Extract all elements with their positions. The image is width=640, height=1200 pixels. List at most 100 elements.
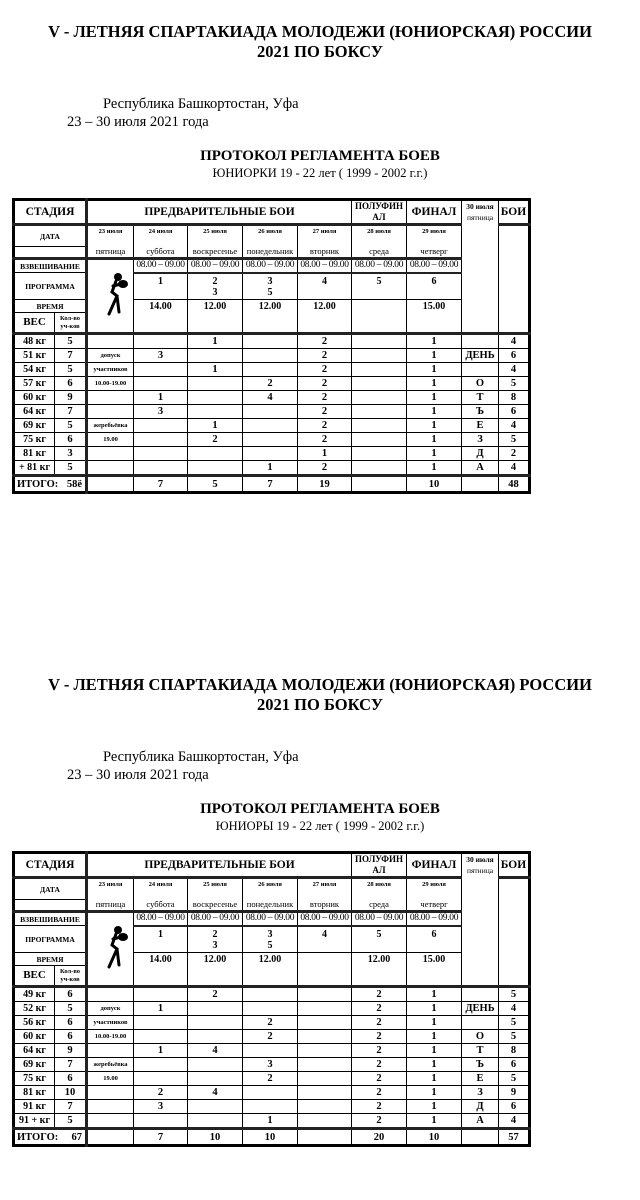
- bout-count: [297, 1113, 352, 1129]
- weigh-in-time: 08.00 – 09.00: [133, 910, 188, 927]
- note: [85, 1043, 134, 1058]
- bout-count: [297, 1057, 352, 1072]
- semifinal-header: ПОЛУФИН АЛ: [351, 199, 407, 226]
- weigh-in-time: 08.00 – 09.00: [406, 910, 462, 927]
- age-group: ЮНИОРКИ 19 - 22 лет ( 1999 - 2002 г.г.): [212, 166, 428, 180]
- bout-count: 4: [187, 1085, 243, 1100]
- event-title: V - ЛЕТНЯЯ СПАРТАКИАДА МОЛОДЕЖИ (ЮНИОРСК…: [0, 22, 640, 62]
- bout-count: [297, 986, 352, 1002]
- table-row: 69 кг 7 жеребьёвка 3 2 1 Ъ 6: [13, 1057, 530, 1072]
- bout-count: [133, 1057, 188, 1072]
- total-bouts: 8: [498, 1043, 530, 1058]
- bout-count: [133, 986, 188, 1002]
- weight-class: 81 кг: [13, 1085, 55, 1100]
- totals-label: ИТОГО:: [17, 478, 59, 490]
- day-date: 24 июля: [148, 881, 173, 888]
- day-cell: 23 июля пятница: [85, 224, 134, 259]
- rest-day-header: 30 июля пятница: [461, 852, 499, 988]
- bout-count: 1: [406, 1043, 462, 1058]
- day-weekday: пятница: [95, 899, 126, 909]
- program-number: 4: [297, 272, 352, 300]
- bout-count: 2: [242, 1015, 298, 1030]
- note: участников: [85, 1015, 134, 1030]
- day-date: 23 июля: [98, 228, 123, 235]
- total-bouts: 5: [498, 1071, 530, 1086]
- day-date: 23 июля: [98, 881, 123, 888]
- bout-count: [187, 1113, 243, 1129]
- bouts-header: БОИ: [498, 199, 530, 226]
- program-label: ПРОГРАММА: [13, 272, 87, 300]
- totals-count: 67: [71, 1131, 83, 1143]
- totals-value: 5: [187, 474, 243, 493]
- bouts-header-blank: [498, 877, 530, 988]
- event-dates: 23 – 30 июля 2021 года: [67, 114, 209, 130]
- bout-count: 1: [406, 1001, 462, 1016]
- bout-count: 2: [187, 986, 243, 1002]
- prelim-header: ПРЕДВАРИТЕЛЬНЫЕ БОИ: [85, 199, 352, 226]
- bout-count: 2: [242, 1029, 298, 1044]
- participant-count: 5: [54, 1113, 87, 1129]
- total-bouts: 4: [498, 1001, 530, 1016]
- note: 19.00: [85, 1071, 134, 1086]
- schedule-table: СТАДИЯ ПРЕДВАРИТЕЛЬНЫЕ БОИ ПОЛУФИН АЛ ФИ…: [12, 198, 531, 494]
- totals-bouts: 57: [498, 1127, 530, 1146]
- age-group: ЮНИОРЫ 19 - 22 лет ( 1999 - 2002 г.г.): [215, 819, 425, 833]
- bout-count: 1: [406, 1029, 462, 1044]
- bout-count: 3: [242, 1057, 298, 1072]
- start-time: 12.00: [351, 952, 407, 988]
- bout-count: 1: [406, 1057, 462, 1072]
- bout-count: 1: [133, 1043, 188, 1058]
- bout-count: [297, 1001, 352, 1016]
- day-cell: 27 июля вторник: [297, 877, 352, 912]
- totals-value: 20: [351, 1127, 407, 1146]
- note: [85, 986, 134, 1002]
- totals-count: 58ё: [66, 478, 82, 490]
- rest-date: 30 июля: [466, 202, 494, 211]
- day-cell: 23 июля пятница: [85, 877, 134, 912]
- day-cell: 28 июля среда: [351, 877, 407, 912]
- count-label: Кол-во уч-ков: [54, 312, 87, 335]
- start-time: 12.00: [242, 299, 298, 335]
- bout-count: [297, 1071, 352, 1086]
- bout-count: [187, 1057, 243, 1072]
- bout-count: 1: [406, 1085, 462, 1100]
- weigh-in-time: 08.00 – 09.00: [297, 257, 352, 274]
- note: [85, 1099, 134, 1114]
- count-label: Кол-во уч-ков: [54, 965, 87, 988]
- total-bouts: 5: [498, 1029, 530, 1044]
- program-number: 2 3: [187, 925, 243, 953]
- participant-count: 9: [54, 1043, 87, 1058]
- bout-count: 2: [351, 1057, 407, 1072]
- protocol-section: V - ЛЕТНЯЯ СПАРТАКИАДА МОЛОДЕЖИ (ЮНИОРСК…: [0, 0, 640, 520]
- participant-count: 5: [54, 1001, 87, 1016]
- totals-bouts: 48: [498, 474, 530, 493]
- participant-count: 7: [54, 1099, 87, 1114]
- program-number: 6: [406, 925, 462, 953]
- weight-class: 91 + кг: [13, 1113, 55, 1129]
- totals-value: [297, 1127, 352, 1146]
- date-label-blank: [13, 246, 87, 260]
- rest-day-header: 30 июля пятница: [461, 199, 499, 335]
- day-cell: 29 июля четверг: [406, 224, 462, 259]
- bouts-header: БОИ: [498, 852, 530, 879]
- bout-count: 2: [351, 1015, 407, 1030]
- title-line-2: 2021 ПО БОКСУ: [257, 42, 383, 61]
- day-weekday: понедельник: [246, 246, 294, 256]
- note: [85, 1113, 134, 1129]
- total-bouts: 4: [498, 1113, 530, 1129]
- participant-count: 6: [54, 1015, 87, 1030]
- date-label-blank: [13, 899, 87, 913]
- day-weekday: воскресенье: [192, 246, 238, 256]
- bout-count: [133, 1015, 188, 1030]
- day-weekday: четверг: [420, 246, 448, 256]
- participant-count: 6: [54, 1071, 87, 1086]
- total-bouts: 5: [498, 986, 530, 1002]
- note: [85, 1085, 134, 1100]
- total-bouts: 6: [498, 1099, 530, 1114]
- day-date: 27 июля: [312, 228, 337, 235]
- weight-class: 64 кг: [13, 1043, 55, 1058]
- rest-day-letter: О: [461, 1029, 499, 1044]
